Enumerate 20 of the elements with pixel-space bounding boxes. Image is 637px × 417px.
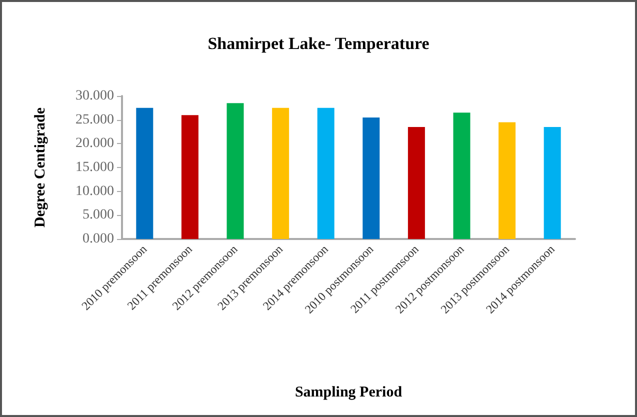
bar: [226, 103, 244, 239]
bar: [272, 108, 290, 239]
bar: [362, 117, 380, 239]
y-tick-label: 20.000: [76, 136, 114, 152]
y-tick-label: 30.000: [76, 88, 114, 104]
y-tick-label: 15.000: [76, 160, 114, 175]
y-axis-title: Degree Centigrade: [32, 107, 48, 228]
x-axis-title: Sampling Period: [294, 384, 403, 400]
y-tick-label: 0.000: [82, 232, 114, 246]
bar: [544, 126, 561, 239]
y-tick-label: 5.000: [82, 208, 114, 223]
bar: [317, 108, 334, 239]
y-tick-label: 25.000: [76, 112, 114, 128]
y-tick-label: 10.000: [76, 184, 114, 199]
bar: [498, 122, 516, 239]
bar: [181, 115, 198, 239]
bar: [136, 108, 154, 239]
chart-title: Shamirpet Lake- Temperature: [208, 34, 430, 53]
bar: [453, 112, 470, 239]
bar: [408, 126, 425, 239]
